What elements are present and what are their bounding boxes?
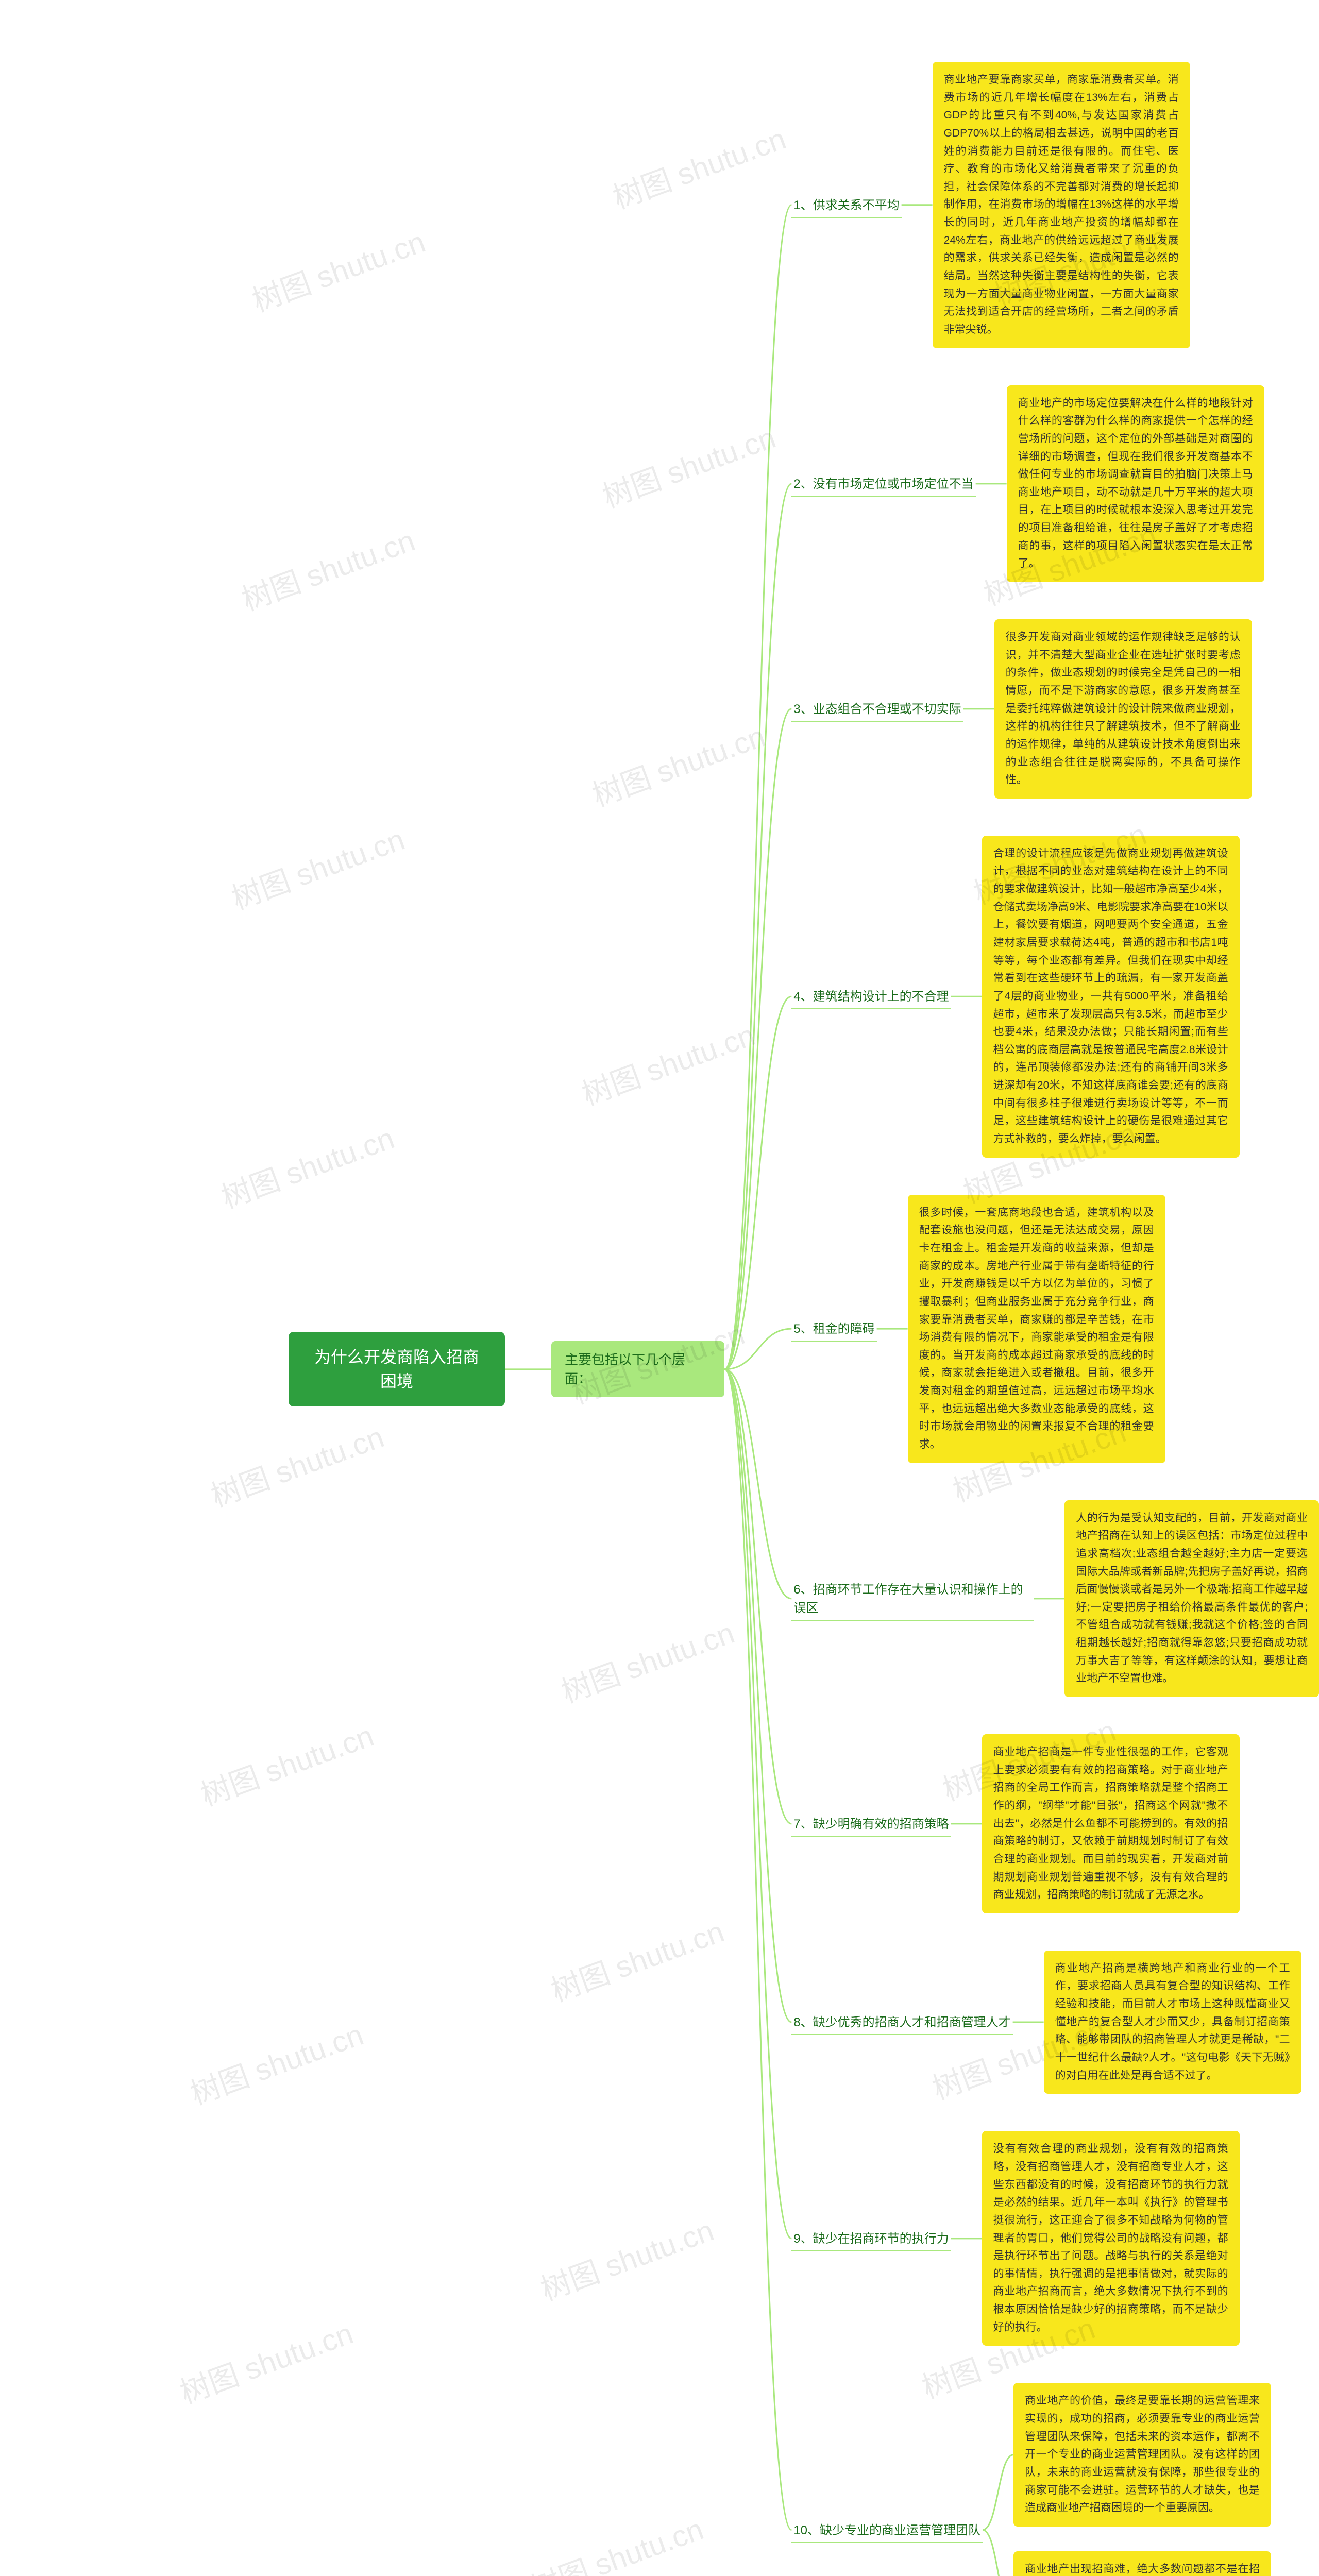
leaf-node[interactable]: 合理的设计流程应该是先做商业规划再做建筑设计，根据不同的业态对建筑结构在设计上的… [982, 836, 1240, 1158]
leaves-group: 商业地产的价值，最终是要靠长期的运营管理来实现的，成功的招商，必须要靠专业的商业… [1013, 2383, 1271, 2576]
leaves-group: 人的行为是受认知支配的，目前，开发商对商业地产招商在认知上的误区包括：市场定位过… [1064, 1500, 1319, 1697]
branch-row: 3、业态组合不合理或不切实际 很多开发商对商业领域的运作规律缺乏足够的认识，并不清… [791, 619, 1319, 799]
leaf-node[interactable]: 商业地产的市场定位要解决在什么样的地段针对什么样的客群为什么样的商家提供一个怎样… [1007, 385, 1264, 582]
leaf-node[interactable]: 商业地产的价值，最终是要靠长期的运营管理来实现的，成功的招商，必须要靠专业的商业… [1013, 2383, 1271, 2526]
branch-title[interactable]: 6、招商环节工作存在大量认识和操作上的误区 [791, 1577, 1034, 1621]
leaf-node[interactable]: 商业地产要靠商家买单，商家靠消费者买单。消费市场的近几年增长幅度在13%左右，消… [933, 62, 1190, 348]
branch-title[interactable]: 4、建筑结构设计上的不合理 [791, 984, 951, 1009]
leaf-node[interactable]: 商业地产招商是横跨地产和商业行业的一个工作，要求招商人员具有复合型的知识结构、工… [1044, 1951, 1301, 2094]
leaf-node[interactable]: 人的行为是受认知支配的，目前，开发商对商业地产招商在认知上的误区包括：市场定位过… [1064, 1500, 1319, 1697]
leaves-group: 合理的设计流程应该是先做商业规划再做建筑设计，根据不同的业态对建筑结构在设计上的… [982, 836, 1240, 1158]
branch-row: 7、缺少明确有效的招商策略 商业地产招商是一件专业性很强的工作，它客观上要求必须要… [791, 1734, 1319, 1913]
branch-row: 5、租金的障碍 很多时候，一套底商地段也合适，建筑机构以及配套设施也没问题，但还是… [791, 1195, 1319, 1463]
root-node[interactable]: 为什么开发商陷入招商困境 [289, 1332, 505, 1406]
mindmap-root-container: 为什么开发商陷入招商困境 主要包括以下几个层面： 1、供求关系不平均 商业地产要靠… [289, 62, 1319, 2576]
branch-title[interactable]: 3、业态组合不合理或不切实际 [791, 696, 963, 722]
branch-row: 1、供求关系不平均 商业地产要靠商家买单，商家靠消费者买单。消费市场的近几年增长幅… [791, 62, 1319, 348]
branch-title[interactable]: 10、缺少专业的商业运营管理团队 [791, 2517, 983, 2543]
branch-title[interactable]: 8、缺少优秀的招商人才和招商管理人才 [791, 2009, 1012, 2035]
mindmap-canvas: 为什么开发商陷入招商困境 主要包括以下几个层面： 1、供求关系不平均 商业地产要靠… [0, 0, 1319, 2576]
leaves-group: 商业地产招商是一件专业性很强的工作，它客观上要求必须要有有效的招商策略。对于商业… [982, 1734, 1240, 1913]
branch-row: 6、招商环节工作存在大量认识和操作上的误区人的行为是受认知支配的，目前，开发商对… [791, 1500, 1319, 1697]
branch-title[interactable]: 5、租金的障碍 [791, 1316, 876, 1342]
branch-title[interactable]: 7、缺少明确有效的招商策略 [791, 1811, 951, 1837]
leaf-node[interactable]: 很多开发商对商业领域的运作规律缺乏足够的认识，并不清楚大型商业企业在选址扩张时要… [994, 619, 1252, 799]
leaf-node[interactable]: 没有有效合理的商业规划，没有有效的招商策略，没有招商管理人才，没有招商专业人才，… [982, 2131, 1240, 2346]
branch-title[interactable]: 2、没有市场定位或市场定位不当 [791, 471, 975, 497]
branches-container: 1、供求关系不平均 商业地产要靠商家买单，商家靠消费者买单。消费市场的近几年增长幅… [791, 62, 1319, 2576]
branch-title[interactable]: 9、缺少在招商环节的执行力 [791, 2226, 951, 2251]
leaves-group: 很多开发商对商业领域的运作规律缺乏足够的认识，并不清楚大型商业企业在选址扩张时要… [994, 619, 1252, 799]
branch-row: 8、缺少优秀的招商人才和招商管理人才 商业地产招商是横跨地产和商业行业的一个工作，… [791, 1951, 1319, 2094]
level1-node[interactable]: 主要包括以下几个层面： [551, 1341, 724, 1397]
leaf-node[interactable]: 很多时候，一套底商地段也合适，建筑机构以及配套设施也没问题，但还是无法达成交易，… [908, 1195, 1165, 1463]
branch-row: 2、没有市场定位或市场定位不当 商业地产的市场定位要解决在什么样的地段针对什么样的… [791, 385, 1319, 582]
leaves-group: 很多时候，一套底商地段也合适，建筑机构以及配套设施也没问题，但还是无法达成交易，… [908, 1195, 1165, 1463]
branch-row: 9、缺少在招商环节的执行力 没有有效合理的商业规划，没有有效的招商策略，没有招商管… [791, 2131, 1319, 2346]
branch-row: 10、缺少专业的商业运营管理团队 商业地产的价值，最终是要靠长期的运营管理来实现的… [791, 2383, 1319, 2576]
branch-title[interactable]: 1、供求关系不平均 [791, 192, 901, 218]
leaves-group: 商业地产的市场定位要解决在什么样的地段针对什么样的客群为什么样的商家提供一个怎样… [1007, 385, 1264, 582]
leaves-group: 商业地产要靠商家买单，商家靠消费者买单。消费市场的近几年增长幅度在13%左右，消… [933, 62, 1190, 348]
leaves-group: 商业地产招商是横跨地产和商业行业的一个工作，要求招商人员具有复合型的知识结构、工… [1044, 1951, 1301, 2094]
branch-row: 4、建筑结构设计上的不合理 合理的设计流程应该是先做商业规划再做建筑设计，根据不同… [791, 836, 1319, 1158]
leaf-node[interactable]: 商业地产招商是一件专业性很强的工作，它客观上要求必须要有有效的招商策略。对于商业… [982, 1734, 1240, 1913]
leaves-group: 没有有效合理的商业规划，没有有效的招商策略，没有招商管理人才，没有招商专业人才，… [982, 2131, 1240, 2346]
leaf-node[interactable]: 商业地产出现招商难，绝大多数问题都不是在招商环节本身形成的，而是在前期规划阶段时… [1013, 2551, 1271, 2576]
